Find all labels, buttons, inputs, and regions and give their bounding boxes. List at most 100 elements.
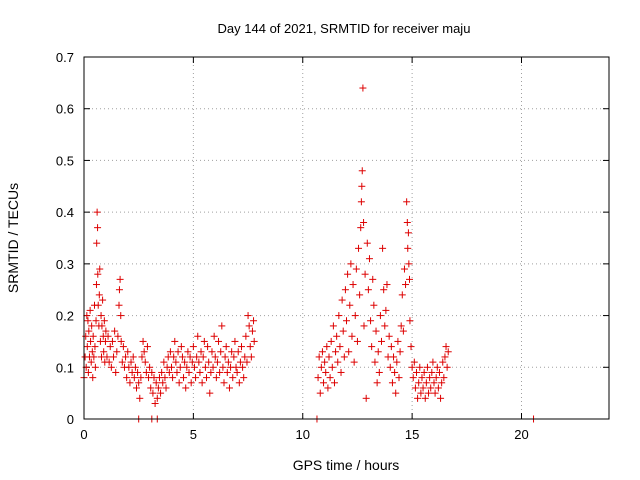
data-point: [383, 281, 391, 289]
data-point: [98, 322, 106, 330]
data-point: [349, 281, 357, 289]
data-point: [360, 322, 368, 330]
data-point: [348, 332, 356, 340]
data-point: [139, 337, 147, 345]
data-point: [376, 312, 384, 320]
data-point: [183, 363, 191, 371]
data-point: [242, 332, 250, 340]
data-point: [352, 265, 360, 273]
data-point: [358, 182, 366, 190]
data-point: [361, 270, 369, 278]
data-point: [434, 384, 442, 392]
data-point: [92, 317, 100, 325]
data-point: [89, 374, 97, 382]
data-point: [115, 286, 123, 294]
data-point: [93, 208, 101, 216]
data-point: [440, 374, 448, 382]
data-point: [324, 384, 332, 392]
data-point: [97, 312, 105, 320]
data-point: [186, 353, 194, 361]
data-point: [153, 394, 161, 402]
y-tick-label: 0: [67, 412, 74, 427]
data-point: [250, 337, 258, 345]
data-point: [189, 343, 197, 351]
data-point: [114, 332, 122, 340]
data-point: [87, 358, 95, 366]
data-point: [369, 275, 377, 283]
data-point: [392, 389, 400, 397]
data-point: [343, 317, 350, 325]
data-point: [203, 374, 210, 382]
data-point: [209, 363, 217, 371]
data-point: [414, 394, 422, 402]
data-point: [240, 374, 248, 382]
data-point: [136, 394, 144, 402]
data-point: [95, 291, 103, 299]
data-point: [364, 286, 372, 294]
data-point: [106, 343, 114, 351]
data-point: [224, 358, 232, 366]
data-point: [176, 363, 184, 371]
data-point: [215, 337, 223, 345]
data-point: [135, 379, 143, 387]
data-point: [133, 384, 140, 392]
data-point: [320, 379, 328, 387]
data-point: [210, 332, 218, 340]
data-point: [329, 322, 337, 330]
data-point: [428, 368, 436, 376]
data-point: [334, 358, 342, 366]
data-point: [222, 343, 230, 351]
data-point: [416, 363, 424, 371]
data-point: [94, 270, 102, 278]
data-point: [341, 286, 349, 294]
data-point: [327, 337, 335, 345]
data-point: [190, 363, 198, 371]
data-point: [180, 374, 188, 382]
data-point: [198, 379, 206, 387]
data-point: [404, 229, 412, 237]
data-point: [225, 384, 233, 392]
data-point: [234, 348, 242, 356]
data-point: [158, 368, 166, 376]
data-point: [398, 291, 406, 299]
data-point: [351, 312, 359, 320]
data-point: [247, 353, 255, 361]
data-point: [99, 296, 107, 304]
data-point: [129, 353, 137, 361]
data-point: [357, 224, 365, 232]
data-point: [322, 368, 330, 376]
data-point: [426, 374, 434, 382]
data-point: [169, 374, 177, 382]
data-point: [100, 317, 108, 325]
data-point: [422, 379, 430, 387]
data-point: [402, 281, 410, 289]
data-point: [238, 343, 245, 351]
y-axis-label: SRMTID / TECUs: [5, 183, 21, 293]
data-point: [221, 353, 229, 361]
data-point: [437, 394, 445, 402]
data-point: [325, 353, 333, 361]
data-point: [193, 353, 201, 361]
y-tick-label: 0.3: [56, 257, 74, 272]
data-point: [397, 322, 405, 330]
data-point: [336, 343, 344, 351]
data-point: [216, 368, 224, 376]
data-point: [373, 379, 381, 387]
x-axis-label: GPS time / hours: [293, 457, 400, 473]
data-point: [104, 332, 112, 340]
data-point: [328, 363, 336, 371]
data-point: [82, 332, 90, 340]
data-point: [151, 399, 159, 407]
data-point: [113, 348, 121, 356]
data-point: [168, 363, 175, 371]
data-point: [178, 353, 186, 361]
data-point: [393, 358, 401, 366]
data-point: [406, 275, 413, 283]
data-point: [138, 353, 146, 361]
data-point: [91, 363, 99, 371]
data-point: [415, 379, 423, 387]
data-point: [199, 353, 207, 361]
data-point: [390, 353, 398, 361]
data-point: [359, 84, 367, 92]
data-point: [396, 348, 404, 356]
